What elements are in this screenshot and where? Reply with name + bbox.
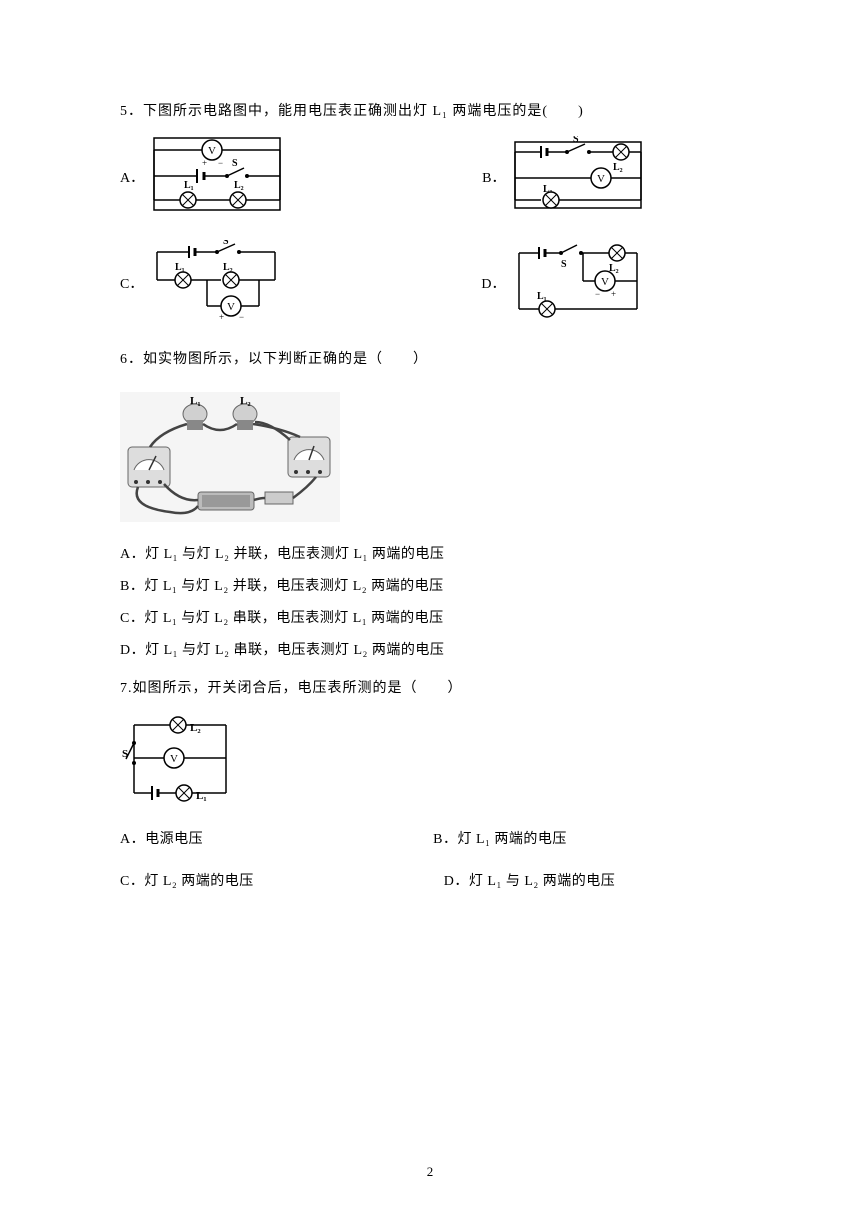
q5-option-c: C． S L₁ — [120, 240, 281, 325]
svg-text:V: V — [170, 753, 178, 765]
svg-text:L₁: L₁ — [537, 291, 547, 302]
circuit-diagram-b: S L₂ V L₁ — [513, 136, 643, 217]
svg-text:S: S — [573, 136, 579, 145]
svg-text:V: V — [208, 145, 216, 157]
q7-text: 7.如图所示，开关闭合后，电压表所测的是（ ） — [120, 677, 740, 697]
q5-b-label: B． — [482, 167, 505, 187]
svg-text:L₂: L₂ — [190, 722, 201, 734]
svg-text:V: V — [227, 301, 235, 313]
q5-c-label: C． — [120, 273, 143, 293]
svg-text:S: S — [122, 748, 128, 760]
svg-text:−: − — [218, 158, 223, 168]
q6-options: A．灯 L₁ 与灯 L₂ 并联，电压表测灯 L₁ 两端的电压 B．灯 L₁ 与灯… — [120, 543, 740, 659]
q5-row1: A． V + − S — [120, 136, 740, 217]
q7-circuit: L₂ V L₁ S — [120, 713, 740, 810]
q5-option-d: D． S L₂ — [481, 239, 643, 326]
circuit-diagram-a: V + − S — [152, 136, 282, 217]
svg-text:L₂: L₂ — [240, 395, 251, 407]
svg-text:−: − — [595, 289, 600, 299]
q5-d-label: D． — [481, 273, 505, 293]
svg-text:L₁: L₁ — [196, 790, 207, 802]
q7-c: C．灯 L₂ 两端的电压 — [120, 870, 254, 890]
question-7: 7.如图所示，开关闭合后，电压表所测的是（ ） L₂ V L₁ — [120, 677, 740, 890]
q6-d: D．灯 L₁ 与灯 L₂ 串联，电压表测灯 L₂ 两端的电压 — [120, 639, 740, 659]
q6-b: B．灯 L₁ 与灯 L₂ 并联，电压表测灯 L₂ 两端的电压 — [120, 575, 740, 595]
svg-text:S: S — [223, 240, 229, 247]
svg-text:+: + — [219, 312, 224, 320]
question-6: 6．如实物图所示，以下判断正确的是（ ） L₁ L₂ — [120, 348, 740, 659]
q5-row2: C． S L₁ — [120, 239, 740, 326]
q6-c: C．灯 L₁ 与灯 L₂ 串联，电压表测灯 L₁ 两端的电压 — [120, 607, 740, 627]
svg-text:+: + — [202, 158, 207, 168]
q7-a: A．电源电压 — [120, 828, 203, 848]
q7-b: B．灯 L₁ 两端的电压 — [433, 828, 567, 848]
svg-text:S: S — [561, 259, 567, 270]
circuit-diagram-c: S L₁ L₂ V — [151, 240, 281, 325]
q7-d: D．灯 L₁ 与 L₂ 两端的电压 — [444, 870, 615, 890]
svg-text:−: − — [239, 312, 244, 320]
question-5: 5．下图所示电路图中，能用电压表正确测出灯 L₁ 两端电压的是( ) A． V … — [120, 100, 740, 326]
q7-row1: A．电源电压 B．灯 L₁ 两端的电压 — [120, 828, 740, 848]
q5-text: 5．下图所示电路图中，能用电压表正确测出灯 L₁ 两端电压的是( ) — [120, 100, 740, 120]
svg-text:L₂: L₂ — [613, 162, 623, 173]
q5-option-a: A． V + − S — [120, 136, 282, 217]
svg-text:L₂: L₂ — [234, 180, 244, 191]
q5-a-label: A． — [120, 167, 144, 187]
svg-text:L₁: L₁ — [184, 180, 194, 191]
q6-text: 6．如实物图所示，以下判断正确的是（ ） — [120, 348, 740, 368]
physical-circuit-photo: L₁ L₂ — [120, 392, 340, 527]
svg-text:V: V — [601, 276, 609, 288]
page-number: 2 — [427, 1164, 434, 1180]
svg-text:V: V — [597, 173, 605, 185]
q6-a: A．灯 L₁ 与灯 L₂ 并联，电压表测灯 L₁ 两端的电压 — [120, 543, 740, 563]
svg-text:S: S — [232, 158, 238, 169]
q5-option-b: B． S L₂ — [482, 136, 643, 217]
svg-text:L₁: L₁ — [190, 395, 201, 407]
circuit-diagram-d: S L₂ V −+ L₁ — [513, 239, 643, 326]
svg-text:+: + — [611, 289, 616, 299]
q7-row2: C．灯 L₂ 两端的电压 D．灯 L₁ 与 L₂ 两端的电压 — [120, 870, 740, 890]
